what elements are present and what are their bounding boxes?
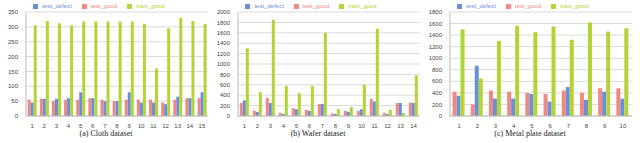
svg-text:400: 400	[220, 92, 231, 98]
svg-text:2000: 2000	[217, 9, 231, 15]
svg-text:10: 10	[620, 123, 627, 128]
svg-text:8: 8	[334, 123, 338, 128]
svg-text:5: 5	[79, 123, 83, 128]
svg-text:2: 2	[256, 123, 260, 128]
html-text:test_defect: test_defect	[466, 3, 496, 9]
html-text:(c) Metal plate dataset: (c) Metal plate dataset	[494, 129, 566, 138]
svg-text:8: 8	[585, 123, 589, 128]
svg-text:600: 600	[220, 82, 231, 88]
svg-text:250: 250	[8, 39, 19, 45]
svg-text:1400: 1400	[217, 40, 231, 46]
svg-text:1800: 1800	[217, 20, 231, 26]
svg-text:3: 3	[494, 123, 498, 128]
svg-text:4: 4	[282, 123, 286, 128]
svg-text:600: 600	[432, 78, 443, 84]
svg-text:10: 10	[138, 123, 145, 128]
svg-text:1200: 1200	[429, 44, 443, 50]
svg-text:0: 0	[439, 113, 443, 119]
svg-text:9: 9	[127, 123, 131, 128]
svg-text:12: 12	[384, 123, 391, 128]
svg-text:8: 8	[115, 123, 119, 128]
html-text:test_good: test_good	[302, 3, 330, 9]
svg-text:1800: 1800	[429, 9, 443, 15]
html-text:(a) Cloth dataset: (a) Cloth dataset	[79, 129, 133, 138]
html-text:train_good: train_good	[348, 3, 377, 9]
svg-text:1400: 1400	[429, 32, 443, 38]
svg-text:350: 350	[8, 9, 19, 15]
svg-text:9: 9	[603, 123, 607, 128]
svg-text:800: 800	[432, 67, 443, 73]
svg-text:7: 7	[567, 123, 571, 128]
svg-text:800: 800	[220, 72, 231, 78]
svg-text:12: 12	[162, 123, 169, 128]
svg-text:5: 5	[295, 123, 299, 128]
svg-text:100: 100	[8, 83, 19, 89]
svg-text:300: 300	[8, 24, 19, 30]
html-text:test_good: test_good	[514, 3, 542, 9]
svg-text:1600: 1600	[429, 21, 443, 27]
svg-text:0: 0	[15, 113, 19, 119]
svg-text:11: 11	[150, 123, 157, 128]
svg-text:11: 11	[371, 123, 378, 128]
svg-text:13: 13	[174, 123, 181, 128]
svg-text:200: 200	[8, 54, 19, 60]
svg-text:1: 1	[30, 123, 34, 128]
svg-text:9: 9	[347, 123, 351, 128]
html-text:test_good: test_good	[90, 3, 118, 9]
html-text:test_defect: test_defect	[42, 3, 72, 9]
svg-text:3: 3	[269, 123, 273, 128]
svg-text:1000: 1000	[217, 61, 231, 67]
html-text:train_good: train_good	[560, 3, 589, 9]
svg-text:3: 3	[55, 123, 59, 128]
svg-text:50: 50	[11, 98, 18, 104]
svg-text:15: 15	[199, 123, 206, 128]
svg-text:6: 6	[548, 123, 552, 128]
svg-text:200: 200	[220, 103, 231, 109]
svg-text:10: 10	[358, 123, 365, 128]
svg-text:1600: 1600	[217, 30, 231, 36]
svg-text:2: 2	[476, 123, 480, 128]
svg-text:1200: 1200	[217, 51, 231, 57]
svg-text:1: 1	[243, 123, 247, 128]
svg-text:200: 200	[432, 102, 443, 108]
svg-text:4: 4	[67, 123, 71, 128]
svg-text:13: 13	[397, 123, 404, 128]
svg-text:14: 14	[186, 123, 193, 128]
svg-text:7: 7	[321, 123, 325, 128]
svg-text:5: 5	[530, 123, 534, 128]
svg-text:7: 7	[103, 123, 107, 128]
html-text:(b) Wafer dataset: (b) Wafer dataset	[290, 129, 346, 138]
svg-text:400: 400	[432, 90, 443, 96]
svg-text:2: 2	[43, 123, 47, 128]
svg-text:1000: 1000	[429, 55, 443, 61]
svg-text:150: 150	[8, 69, 19, 75]
svg-text:14: 14	[410, 123, 417, 128]
svg-text:1: 1	[457, 123, 461, 128]
html-text:test_defect: test_defect	[254, 3, 284, 9]
svg-text:6: 6	[308, 123, 312, 128]
svg-text:0: 0	[227, 113, 231, 119]
svg-text:4: 4	[512, 123, 516, 128]
svg-text:6: 6	[91, 123, 95, 128]
html-text:train_good: train_good	[136, 3, 165, 9]
